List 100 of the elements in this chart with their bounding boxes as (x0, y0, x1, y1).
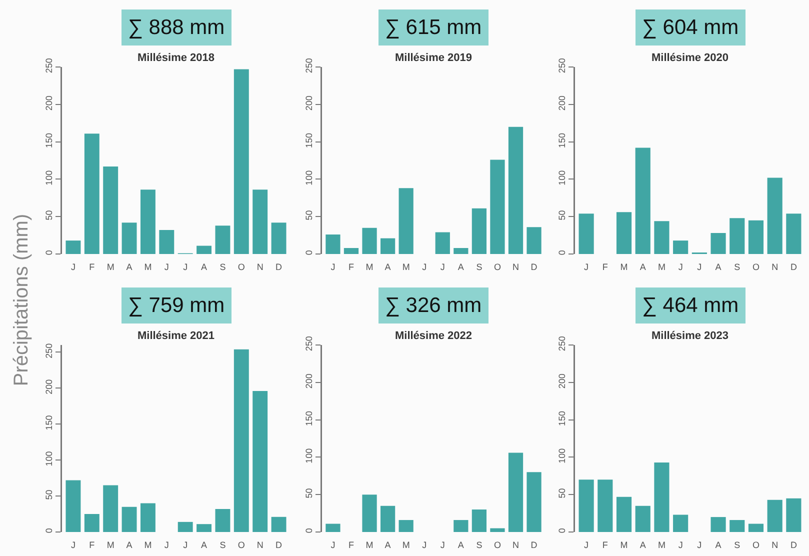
x-tick-label: J (584, 540, 589, 550)
y-tick-label: 150 (556, 410, 567, 426)
y-axis-title: Précipitations (mm) (10, 214, 34, 386)
y-tick-label: 250 (556, 336, 567, 352)
y-tick-label: 200 (556, 374, 567, 389)
y-tick-label: 100 (304, 448, 314, 464)
bar (710, 233, 726, 254)
bar (271, 516, 286, 532)
bar (578, 214, 594, 254)
bar (234, 349, 249, 532)
bar (398, 188, 414, 254)
bar (578, 480, 594, 532)
bar (730, 520, 745, 532)
chart-title: Millésime 2022 (394, 330, 472, 342)
x-tick-label: J (70, 540, 76, 550)
x-tick-label: M (402, 262, 410, 272)
bar (326, 234, 340, 254)
x-tick-label: D (530, 262, 538, 272)
x-tick-label: D (276, 262, 283, 272)
chart-title: Millésime 2019 (394, 52, 472, 64)
y-tick-label: 50 (556, 210, 567, 220)
y-tick-label: 50 (44, 490, 54, 500)
y-tick-label: 50 (304, 210, 314, 220)
bar (454, 248, 468, 254)
x-tick-label: F (602, 262, 608, 272)
bar (140, 190, 156, 254)
bar (380, 506, 396, 532)
x-tick-label: M (144, 262, 152, 272)
bar (362, 228, 377, 254)
bar (103, 166, 118, 254)
bar (196, 246, 212, 254)
y-tick-label: 50 (556, 488, 567, 498)
x-tick-label: D (790, 540, 798, 550)
y-tick-label: 250 (304, 336, 314, 352)
x-tick-label: A (458, 262, 464, 272)
bar (326, 524, 340, 532)
bar (196, 524, 212, 532)
y-tick-label: 100 (556, 448, 567, 464)
y-tick-label: 150 (44, 132, 54, 148)
bar (654, 462, 670, 532)
bar (635, 148, 650, 254)
bar (122, 506, 137, 532)
y-tick-label: 200 (44, 96, 54, 111)
x-tick-label: A (458, 540, 464, 550)
bar (748, 524, 764, 532)
x-tick-label: O (752, 262, 760, 272)
bar (508, 452, 524, 532)
x-tick-label: M (366, 262, 374, 272)
y-tick-label: 200 (44, 379, 54, 394)
x-tick-label: S (220, 262, 226, 272)
bar (271, 222, 286, 254)
x-tick-label: A (640, 540, 646, 550)
bar (122, 222, 137, 254)
bar (435, 232, 450, 254)
x-tick-label: N (512, 262, 519, 272)
y-tick-label: 100 (44, 451, 54, 466)
y-tick-label: 250 (556, 58, 567, 74)
x-tick-label: J (183, 262, 188, 272)
text: ∑ 326 mm (385, 294, 482, 317)
x-tick-label: N (256, 262, 264, 272)
bar (362, 494, 377, 532)
bar (178, 522, 193, 532)
x-tick-label: J (183, 540, 188, 550)
x-tick-label: M (658, 262, 666, 272)
x-tick-label: J (440, 540, 445, 550)
y-tick-label: 100 (44, 170, 54, 186)
x-tick-label: D (530, 540, 538, 550)
x-tick-label: A (384, 540, 391, 550)
x-tick-label: O (494, 540, 501, 550)
x-tick-label: N (256, 540, 264, 550)
bar (103, 485, 118, 532)
x-tick-label: M (620, 540, 628, 550)
bar (710, 517, 726, 532)
bar (526, 472, 542, 532)
y-tick-label: 200 (304, 374, 314, 389)
x-tick-label: M (144, 540, 152, 550)
bar (252, 391, 268, 532)
bar (508, 126, 524, 254)
bar (673, 514, 688, 532)
bar (66, 240, 81, 254)
x-tick-label: A (715, 262, 722, 272)
bar (654, 221, 670, 254)
x-tick-label: M (402, 540, 410, 550)
x-tick-label: F (89, 262, 96, 272)
x-tick-label: O (494, 262, 501, 272)
x-tick-label: J (422, 540, 427, 550)
chart-title: Millésime 2020 (651, 52, 729, 64)
y-tick-label: 150 (556, 132, 567, 148)
x-tick-label: A (201, 540, 208, 550)
x-tick-label: A (201, 262, 208, 272)
x-tick-label: M (620, 262, 628, 272)
y-tick-label: 100 (304, 170, 314, 186)
bar (398, 520, 414, 532)
x-tick-label: J (164, 262, 169, 272)
bar (472, 510, 487, 532)
x-tick-label: J (422, 262, 427, 272)
x-tick-label: J (678, 262, 683, 272)
x-tick-label: S (220, 540, 226, 550)
y-tick-label: 0 (304, 528, 314, 534)
chart-title: Millésime 2023 (651, 330, 729, 342)
